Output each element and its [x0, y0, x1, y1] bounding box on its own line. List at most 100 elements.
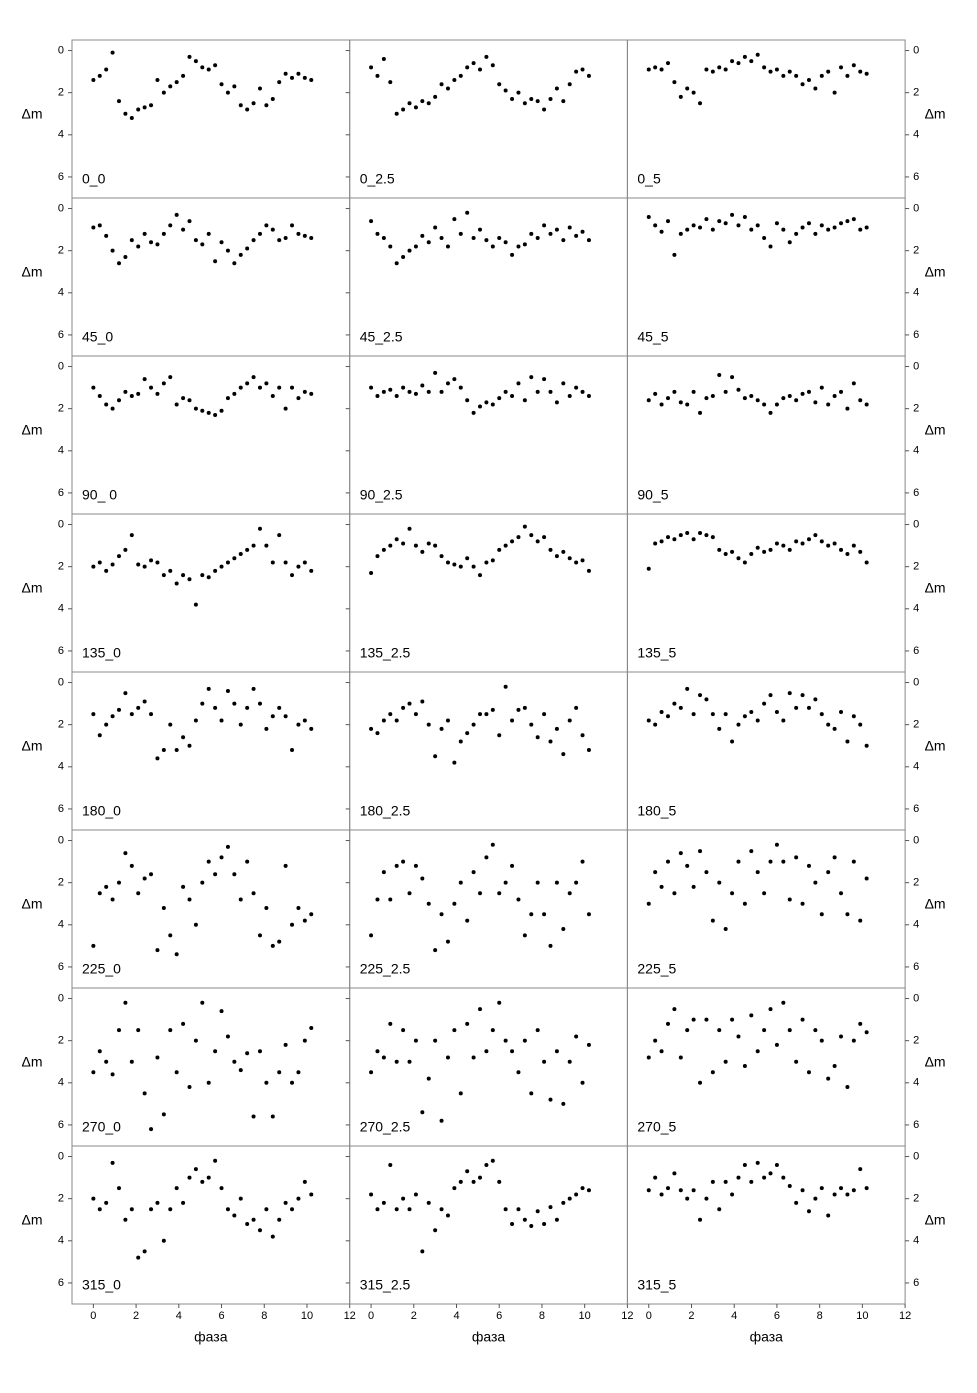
y-tick-label: 0 — [58, 44, 64, 56]
data-point — [672, 80, 677, 85]
data-point — [433, 1038, 438, 1043]
data-point — [542, 712, 547, 717]
data-point — [710, 1179, 715, 1184]
data-point — [510, 252, 515, 257]
data-point — [561, 752, 566, 757]
data-point — [478, 891, 483, 896]
data-point — [110, 50, 115, 55]
data-point — [181, 573, 186, 578]
data-point — [554, 86, 559, 91]
data-point — [742, 560, 747, 565]
data-point — [730, 891, 735, 896]
data-point — [116, 1028, 121, 1033]
data-point — [264, 103, 269, 108]
data-point — [580, 229, 585, 234]
data-point — [851, 217, 856, 222]
data-point — [535, 236, 540, 241]
data-point — [283, 1042, 288, 1047]
data-point — [567, 718, 572, 723]
data-point — [369, 65, 374, 70]
data-point — [806, 863, 811, 868]
data-point — [574, 385, 579, 390]
data-point — [723, 221, 728, 226]
data-point — [710, 394, 715, 399]
data-point — [174, 212, 179, 217]
data-point — [529, 1091, 534, 1096]
data-point — [219, 564, 224, 569]
data-point — [646, 718, 651, 723]
data-point — [206, 410, 211, 415]
y-tick-label: 0 — [58, 202, 64, 214]
data-point — [445, 1055, 450, 1060]
data-point — [116, 99, 121, 104]
data-point — [717, 219, 722, 224]
data-point — [219, 1186, 224, 1191]
data-point — [826, 870, 831, 875]
data-point — [497, 82, 502, 87]
data-point — [375, 1207, 380, 1212]
data-point — [168, 722, 173, 727]
data-point — [155, 560, 160, 565]
data-point — [206, 686, 211, 691]
data-point — [503, 1207, 508, 1212]
panel-label: 180_5 — [637, 803, 676, 819]
data-point — [206, 1175, 211, 1180]
data-point — [586, 568, 591, 573]
data-point — [672, 701, 677, 706]
data-point — [646, 901, 651, 906]
data-point — [123, 111, 128, 116]
data-point — [749, 849, 754, 854]
data-point — [646, 214, 651, 219]
y-tick-label: 2 — [58, 1193, 64, 1205]
data-point — [426, 722, 431, 727]
data-point — [142, 377, 147, 382]
data-point — [238, 103, 243, 108]
data-point — [407, 389, 412, 394]
data-point — [736, 859, 741, 864]
data-point — [413, 105, 418, 110]
data-point — [646, 398, 651, 403]
data-point — [484, 1049, 489, 1054]
data-point — [484, 54, 489, 59]
panel-label: 90_5 — [637, 487, 668, 503]
panel-label: 180_2.5 — [360, 803, 411, 819]
data-point — [257, 701, 262, 706]
data-point — [129, 533, 134, 538]
data-point — [755, 545, 760, 550]
data-point — [819, 539, 824, 544]
data-point — [213, 259, 218, 264]
data-point — [458, 1091, 463, 1096]
data-point — [826, 227, 831, 232]
y-tick-label: 4 — [913, 761, 919, 773]
y-tick-label: 4 — [913, 445, 919, 457]
data-point — [426, 240, 431, 245]
data-point — [794, 539, 799, 544]
data-point — [369, 726, 374, 731]
data-point — [580, 1080, 585, 1085]
data-point — [104, 67, 109, 72]
data-point — [510, 863, 515, 868]
data-point — [672, 891, 677, 896]
data-point — [800, 225, 805, 230]
data-point — [174, 581, 179, 586]
data-point — [458, 739, 463, 744]
data-point — [529, 231, 534, 236]
data-point — [839, 891, 844, 896]
data-point — [181, 73, 186, 78]
data-point — [213, 1158, 218, 1163]
data-point — [369, 219, 374, 224]
panel-label: 270_5 — [637, 1119, 676, 1135]
data-point — [851, 714, 856, 719]
data-point — [270, 943, 275, 948]
data-point — [839, 65, 844, 70]
y-tick-label: 4 — [913, 129, 919, 141]
data-point — [219, 240, 224, 245]
panel-label: 135_2.5 — [360, 645, 411, 661]
data-point — [136, 244, 141, 249]
data-point — [277, 1217, 282, 1222]
data-point — [704, 870, 709, 875]
data-point — [116, 554, 121, 559]
data-point — [426, 389, 431, 394]
data-point — [168, 933, 173, 938]
data-point — [819, 1186, 824, 1191]
